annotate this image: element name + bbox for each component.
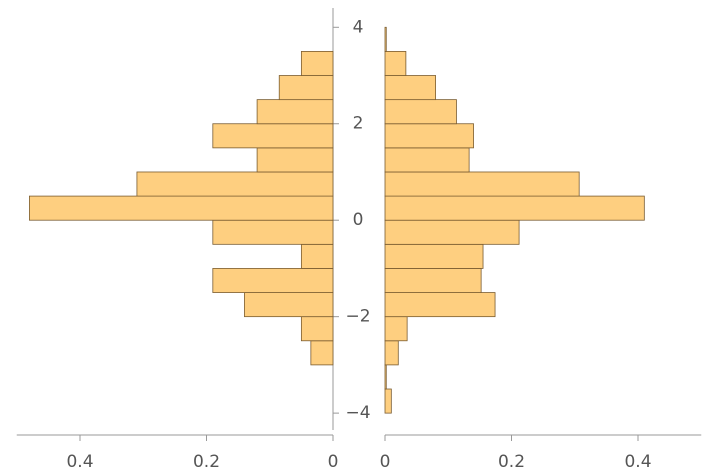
x-tick-label: 0.2 bbox=[193, 452, 220, 472]
x-tick-label: 0.2 bbox=[498, 452, 525, 472]
bar bbox=[384, 219, 520, 245]
y-tick-label: 2 bbox=[353, 114, 364, 134]
bar bbox=[384, 364, 387, 390]
bar bbox=[136, 171, 334, 197]
bar bbox=[384, 388, 392, 414]
bar bbox=[212, 123, 334, 149]
bar bbox=[384, 292, 496, 318]
bar bbox=[212, 268, 334, 293]
bar bbox=[300, 51, 334, 76]
bar bbox=[300, 316, 334, 342]
bar bbox=[384, 171, 580, 197]
bar bbox=[384, 147, 470, 173]
bar bbox=[244, 292, 334, 318]
y-tick-label: −2 bbox=[345, 307, 370, 327]
bar bbox=[300, 243, 334, 269]
y-tick-label: −4 bbox=[345, 403, 370, 423]
y-tick-label: 0 bbox=[353, 210, 364, 230]
x-tick-label: 0.4 bbox=[624, 452, 651, 472]
bar bbox=[384, 268, 482, 293]
bar bbox=[384, 195, 645, 221]
bar bbox=[384, 26, 387, 52]
y-tick-label: 4 bbox=[353, 17, 364, 37]
bar bbox=[384, 123, 474, 149]
bar bbox=[278, 75, 334, 101]
bar bbox=[384, 51, 407, 76]
bar bbox=[384, 243, 484, 269]
bar bbox=[384, 99, 457, 125]
x-tick-label: 0 bbox=[328, 452, 339, 472]
x-tick-label: 0.4 bbox=[66, 452, 93, 472]
bar bbox=[256, 99, 334, 125]
bar bbox=[28, 195, 334, 221]
bar bbox=[384, 316, 408, 342]
bar bbox=[384, 75, 436, 101]
bar bbox=[384, 340, 399, 366]
bar bbox=[256, 147, 334, 173]
bar bbox=[310, 340, 334, 366]
bar bbox=[212, 219, 334, 245]
x-tick-label: 0 bbox=[380, 452, 391, 472]
